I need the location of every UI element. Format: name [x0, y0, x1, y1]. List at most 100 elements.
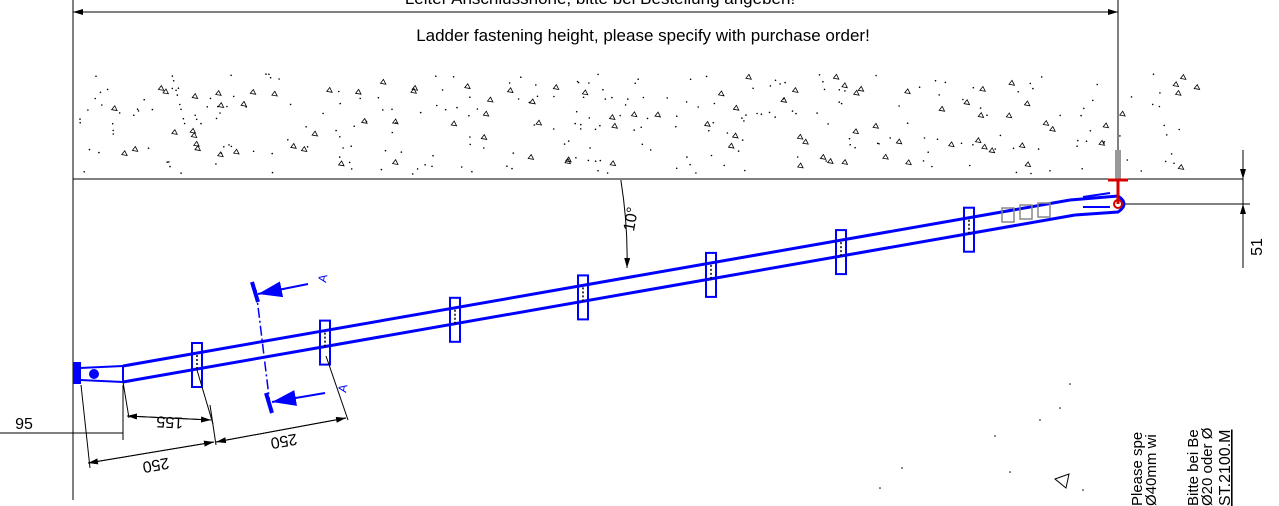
concrete-aggregate [271, 90, 278, 97]
concrete-dot [508, 82, 511, 84]
top-dimension [72, 0, 1119, 180]
concrete-dot [741, 117, 743, 119]
concrete-dot [322, 112, 324, 115]
concrete-dot [756, 112, 758, 115]
concrete-aggregate [1193, 83, 1201, 90]
concrete-aggregate [506, 87, 514, 94]
concrete-dot [172, 80, 175, 82]
concrete-dot [848, 137, 851, 140]
concrete-dot [675, 125, 677, 128]
concrete-aggregate [841, 158, 849, 165]
concrete-dot [112, 133, 115, 135]
concrete-dot [1170, 153, 1173, 155]
concrete-aggregate [608, 113, 616, 120]
concrete-aggregate [300, 145, 308, 152]
concrete-dot [849, 143, 851, 146]
concrete-aggregate [1098, 139, 1106, 146]
concrete-dot [927, 151, 929, 153]
section-marker-top: A [315, 273, 330, 283]
concrete-aggregate [819, 153, 827, 160]
concrete-dot [200, 122, 202, 125]
concrete-dot [468, 114, 470, 117]
concrete-dot [637, 78, 639, 80]
concrete-dot [169, 165, 171, 168]
concrete-dot [166, 161, 168, 163]
concrete-aggregate [337, 160, 345, 167]
concrete-dot [906, 122, 909, 124]
concrete-dot [215, 163, 217, 165]
concrete-aggregate [1102, 122, 1110, 129]
concrete-dot [391, 108, 393, 111]
concrete-aggregate [171, 128, 178, 135]
concrete-dot [1178, 128, 1180, 131]
concrete-aggregate [565, 156, 572, 163]
concrete-dot [642, 96, 645, 99]
concrete-dot [760, 113, 763, 115]
concrete-dot [265, 73, 267, 75]
concrete-aggregate [703, 120, 711, 127]
concrete-dot [795, 112, 797, 115]
concrete-aggregate [796, 162, 804, 169]
concrete-dot [938, 94, 940, 96]
concrete-aggregate [410, 87, 418, 94]
concrete-dot [206, 106, 209, 108]
concrete-aggregate [552, 83, 560, 91]
ladder-rails [73, 198, 1076, 384]
concrete-aggregate [832, 73, 840, 80]
concrete-dot [587, 159, 590, 162]
concrete-dot [822, 80, 824, 83]
concrete-dot [791, 110, 794, 112]
concrete-dot [726, 132, 729, 134]
concrete-dot [171, 87, 174, 90]
concrete-aggregate [895, 138, 903, 145]
concrete-dot [339, 102, 342, 105]
concrete-dot [686, 156, 688, 158]
concrete-aggregate [826, 157, 834, 164]
concrete-dot [1163, 124, 1165, 127]
concrete-dot [582, 96, 585, 99]
concrete-dot [1049, 170, 1051, 172]
note-line-2: Ø40mm wi [1143, 434, 1160, 506]
concrete-dot [1152, 73, 1155, 75]
concrete-aggregate [732, 104, 740, 111]
concrete-aggregate [121, 149, 128, 157]
concrete-dot [1151, 103, 1154, 106]
dimension-51 [1125, 150, 1250, 268]
concrete-dot [306, 146, 309, 148]
concrete-dot [979, 107, 982, 109]
concrete-dot [1158, 105, 1161, 108]
concrete-dot [223, 146, 225, 148]
concrete-aggregate [391, 118, 399, 125]
title-en: Ladder fastening height, please specify … [416, 26, 870, 45]
concrete-dot [483, 147, 485, 149]
note-line-4: Ø20 oder Ø [1199, 427, 1216, 506]
concrete-aggregate [110, 105, 118, 112]
concrete-dot [838, 101, 840, 103]
concrete-dot [1130, 96, 1133, 98]
concrete-dot [112, 129, 114, 132]
dimension-155-label: 155 [156, 412, 184, 430]
concrete-dot [923, 137, 926, 139]
concrete-dot [339, 136, 341, 138]
rung-clamp [191, 342, 203, 388]
concrete-dot [1083, 107, 1085, 110]
concrete-dot [840, 102, 843, 105]
concrete-dot [133, 114, 135, 116]
concrete-dot [106, 88, 109, 91]
concrete-dot [779, 83, 781, 85]
concrete-aggregate [360, 117, 368, 124]
concrete-dot [209, 97, 212, 100]
concrete-dot [695, 172, 697, 174]
concrete-aggregate [217, 151, 224, 158]
concrete-aggregate [191, 92, 199, 99]
concrete-aggregate [1005, 112, 1013, 119]
concrete-dot [512, 152, 515, 154]
concrete-dot [1012, 147, 1015, 150]
concrete-dot [411, 173, 414, 175]
wall-bracket [1108, 150, 1128, 209]
concrete-dot [176, 94, 179, 96]
concrete-aggregate [1023, 100, 1031, 107]
concrete-aggregate [391, 158, 399, 166]
concrete-dot [675, 167, 678, 170]
concrete-aggregate [731, 132, 739, 139]
